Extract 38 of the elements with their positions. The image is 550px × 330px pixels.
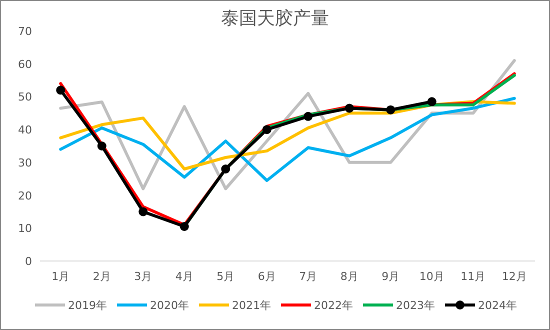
y-tick-label: 50 [18, 90, 32, 104]
legend-label: 2024年 [478, 299, 517, 312]
legend-label: 2023年 [396, 299, 435, 312]
point [56, 86, 66, 95]
line-series [59, 96, 516, 182]
y-tick-label: 60 [18, 58, 32, 71]
legend-label: 2021年 [232, 299, 271, 312]
point [386, 105, 396, 114]
y-tick-label: 40 [18, 124, 32, 137]
legend-label: 2019年 [68, 299, 107, 312]
legend-label: 2022年 [314, 299, 353, 312]
x-tick-label: 3月 [134, 270, 152, 283]
x-tick-label: 2月 [92, 270, 111, 283]
point [262, 125, 272, 134]
y-tick-label: 70 [18, 25, 32, 38]
point [344, 104, 354, 113]
y-tick-label: 20 [18, 189, 32, 202]
point [221, 164, 230, 174]
x-tick-label: 10月 [419, 270, 444, 283]
point [138, 207, 148, 216]
point [304, 112, 313, 121]
y-tick-label: 10 [18, 222, 32, 236]
x-tick-label: 5月 [216, 270, 235, 283]
x-tick-label: 7月 [299, 270, 318, 283]
y-tick-label: 30 [18, 156, 32, 170]
point [427, 97, 436, 106]
x-tick-label: 1月 [52, 270, 70, 283]
point [180, 222, 189, 231]
chart-title: 泰国天胶产量 [221, 8, 329, 29]
x-tick-label: 6月 [258, 270, 276, 283]
x-tick-label: 12月 [502, 270, 527, 283]
y-tick-label: 0 [25, 255, 32, 268]
x-tick-label: 11月 [460, 270, 486, 283]
x-tick-label: 8月 [340, 270, 358, 283]
point [97, 142, 106, 150]
legend-label: 2020年 [150, 299, 189, 312]
x-tick-label: 9月 [382, 270, 400, 283]
x-tick-label: 4月 [175, 270, 194, 283]
